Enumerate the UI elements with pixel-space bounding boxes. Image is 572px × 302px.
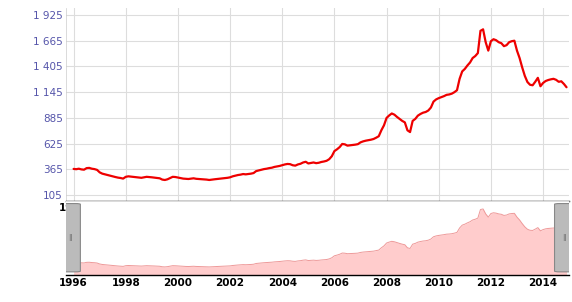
Text: ||: || bbox=[562, 234, 566, 241]
FancyBboxPatch shape bbox=[61, 204, 81, 272]
Text: ||: || bbox=[69, 234, 73, 241]
FancyBboxPatch shape bbox=[554, 204, 572, 272]
